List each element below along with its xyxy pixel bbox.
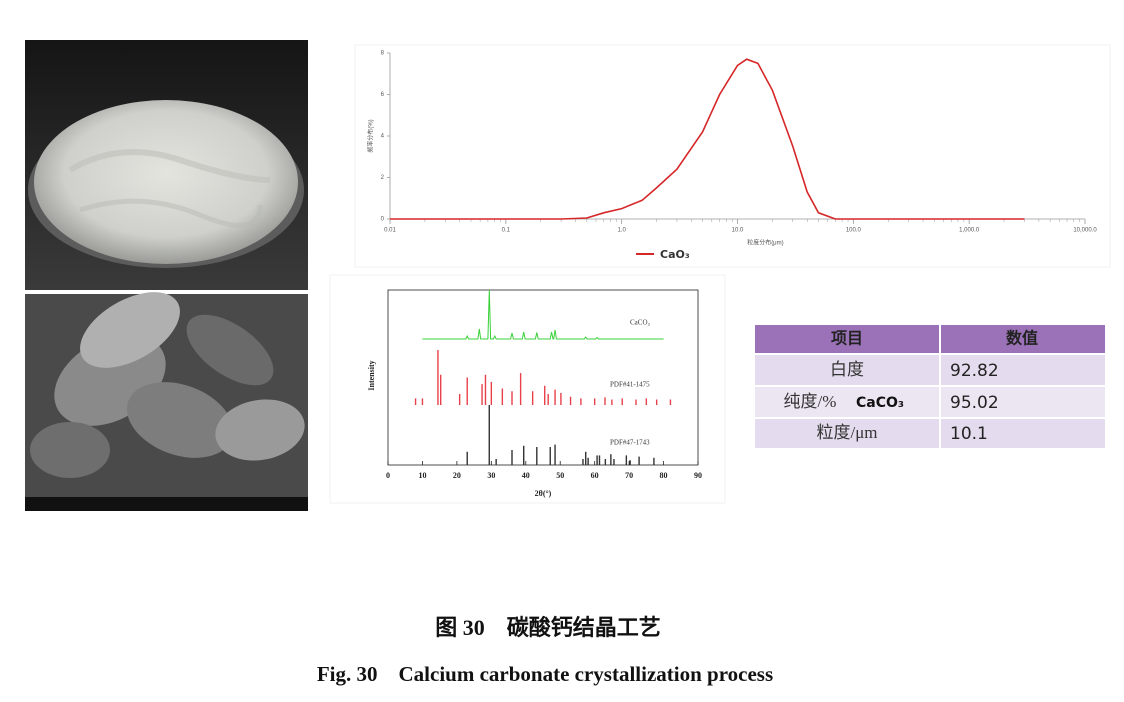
y-tick-label: 8	[381, 51, 385, 57]
x-tick-label: 0.1	[502, 228, 511, 234]
table-cell: 10.1	[950, 424, 988, 444]
table-cell: 92.82	[950, 361, 999, 381]
x-tick-label: 0.01	[384, 228, 396, 234]
powder-photo	[25, 40, 308, 290]
y-axis-label: Intensity	[367, 360, 376, 390]
table-cell: 粒度/μm	[816, 423, 877, 442]
x-tick-label: 1.0	[617, 228, 626, 234]
property-table: 项目 数值 白度 92.82 纯度/% CaCO₃ 95.02 粒度/μm 10…	[755, 325, 1105, 448]
y-tick-label: 0	[381, 217, 385, 223]
x-tick-label: 10	[418, 471, 426, 480]
table-header: 数值	[1006, 329, 1038, 348]
x-tick-label: 100.0	[846, 228, 862, 234]
x-tick-label: 30	[487, 471, 495, 480]
sem-image	[25, 292, 308, 511]
plot-frame	[387, 289, 699, 466]
x-tick-label: 80	[660, 471, 668, 480]
x-tick-label: 50	[556, 471, 564, 480]
xrd-pattern	[422, 289, 664, 340]
y-tick-label: 4	[381, 134, 385, 140]
caption-en: Fig. 30 Calcium carbonate crystallizatio…	[317, 662, 773, 686]
chart-background	[354, 44, 1111, 268]
series-label: PDF#47-1743	[610, 439, 650, 447]
x-tick-label: 0	[386, 471, 390, 480]
series-label: CaCO₃	[630, 319, 651, 327]
caption-cn: 图 30 碳酸钙结晶工艺	[435, 615, 661, 640]
x-tick-label: 90	[694, 471, 702, 480]
y-tick-label: 2	[381, 175, 385, 181]
table-cell: 95.02	[950, 393, 999, 413]
x-tick-label: 60	[591, 471, 599, 480]
x-axis-label: 粒度分布(μm)	[747, 239, 783, 247]
y-tick-label: 6	[381, 92, 385, 98]
table-cell: 白度	[830, 360, 864, 379]
x-tick-label: 20	[453, 471, 461, 480]
data-line	[390, 58, 1025, 220]
y-axis-label: 频率分布(%)	[367, 119, 375, 152]
series-label: PDF#41-1475	[610, 381, 650, 389]
x-tick-label: 10,000.0	[1073, 228, 1097, 234]
x-tick-label: 10.0	[732, 228, 744, 234]
x-tick-label: 1,000.0	[959, 228, 980, 234]
x-axis-label: 2θ(°)	[535, 489, 552, 498]
chart-background	[329, 274, 726, 504]
table-cell: CaCO₃	[856, 395, 904, 411]
x-tick-label: 40	[522, 471, 530, 480]
table-cell: 纯度/%	[784, 392, 837, 411]
x-tick-label: 70	[625, 471, 633, 480]
table-header: 项目	[831, 330, 863, 348]
legend-label: CaO₃	[660, 248, 690, 261]
